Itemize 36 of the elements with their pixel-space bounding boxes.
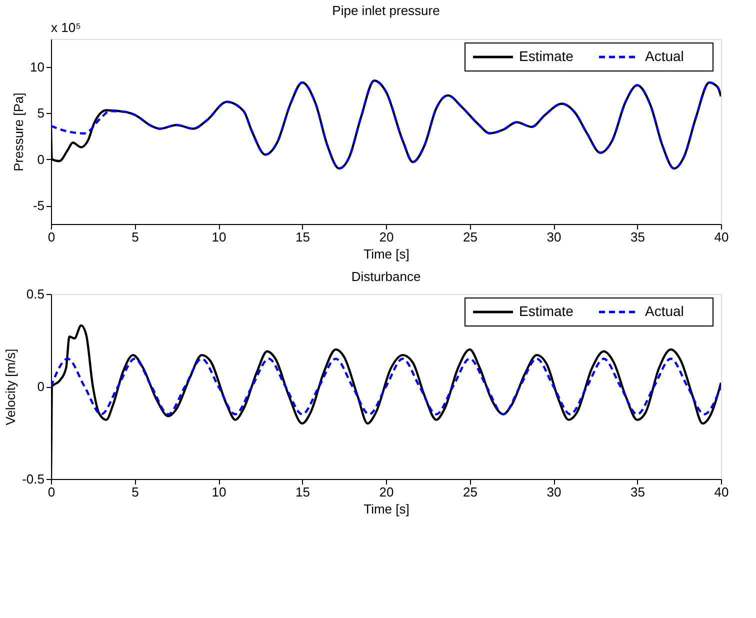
y-axis-title: Velocity [m/s] [3, 348, 18, 426]
x-tick-label: 15 [296, 484, 310, 500]
x-tick-label: 10 [212, 230, 226, 244]
x-tick-label: 40 [714, 484, 729, 500]
x-tick-label: 10 [212, 484, 226, 500]
y-tick-label: 5 [37, 106, 44, 120]
x-tick-label: 5 [132, 230, 139, 244]
y-tick-label: 0.5 [26, 286, 44, 302]
x-tick-label: 35 [630, 230, 645, 244]
text: x 10⁵ [51, 20, 81, 35]
x-tick-label: 40 [714, 230, 729, 244]
x-tick-label: 5 [132, 484, 139, 500]
x-tick-label: 0 [48, 230, 56, 244]
x-axis-title: Time [s] [364, 246, 410, 262]
y-tick-label: -0.5 [22, 472, 44, 486]
x-axis-title: Time [s] [364, 502, 410, 516]
y-tick-label: -5 [32, 198, 44, 213]
x-tick-label: 0 [48, 484, 56, 500]
x-tick-label: 25 [463, 484, 478, 500]
x-tick-label: 15 [296, 230, 310, 244]
x-tick-label: 20 [379, 484, 394, 500]
legend-label: Actual [645, 48, 684, 64]
legend-label: Estimate [519, 48, 574, 64]
y-tick-label: 0 [37, 152, 44, 167]
x-tick-label: 30 [546, 484, 562, 500]
y-tick-label: 0 [37, 379, 44, 394]
x-tick-label: 30 [546, 230, 562, 244]
x-tick-label: 35 [630, 484, 645, 500]
legend-label: Estimate [519, 303, 574, 319]
chart-title: Pipe inlet pressure [332, 3, 440, 18]
y-tick-label: 10 [30, 59, 44, 74]
x-tick-label: 20 [379, 230, 394, 244]
y-axis-title: Pressure [Pa] [11, 92, 26, 172]
x-tick-label: 25 [463, 230, 478, 244]
legend-label: Actual [645, 303, 684, 319]
chart-title: Disturbance [351, 269, 421, 284]
